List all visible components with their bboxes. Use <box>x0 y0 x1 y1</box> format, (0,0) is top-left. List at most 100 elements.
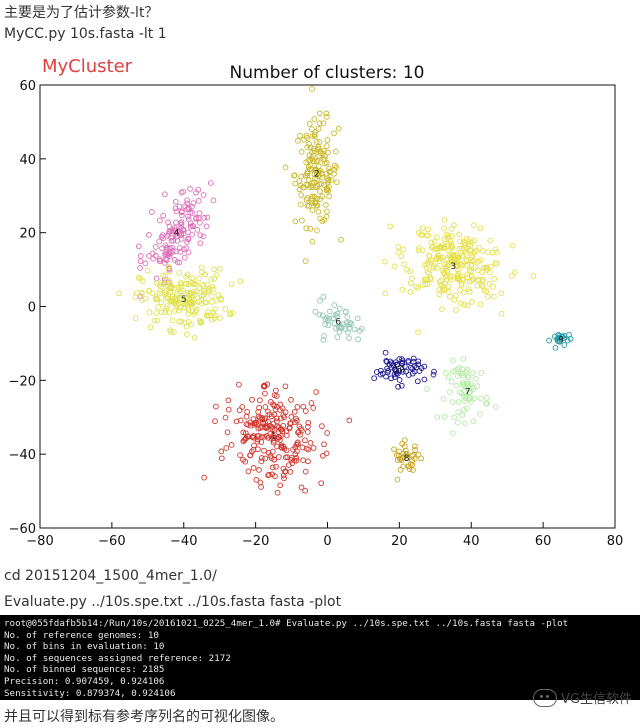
scatter-point-cluster-5 <box>157 287 164 294</box>
scatter-point-cluster-1 <box>224 429 231 436</box>
scatter-point-cluster-5 <box>152 294 159 300</box>
scatter-point-cluster-1 <box>292 419 298 426</box>
scatter-point-cluster-2 <box>312 167 319 173</box>
scatter-point-cluster-10 <box>392 374 398 380</box>
scatter-point-cluster-1 <box>241 437 248 443</box>
scatter-point-cluster-5 <box>215 291 222 298</box>
scatter-point-cluster-1 <box>284 454 291 460</box>
scatter-point-cluster-6 <box>346 335 352 342</box>
scatter-points <box>116 86 574 496</box>
scatter-point-cluster-2 <box>315 125 322 132</box>
scatter-point-cluster-1 <box>258 484 264 490</box>
scatter-point-cluster-3 <box>382 290 389 297</box>
scatter-point-cluster-5 <box>176 318 182 325</box>
scatter-point-cluster-1 <box>256 404 263 411</box>
scatter-point-cluster-4 <box>185 249 192 256</box>
scatter-point-cluster-5 <box>155 304 162 310</box>
scatter-point-cluster-5 <box>203 281 210 288</box>
scatter-point-cluster-3 <box>509 242 516 249</box>
scatter-point-cluster-2 <box>309 126 315 132</box>
scatter-point-cluster-7 <box>464 405 470 412</box>
scatter-point-cluster-3 <box>468 268 474 275</box>
scatter-point-cluster-5 <box>216 265 223 272</box>
scatter-point-cluster-7 <box>443 370 449 376</box>
scatter-point-cluster-6 <box>336 305 343 312</box>
scatter-point-cluster-7 <box>449 357 456 364</box>
scatter-point-cluster-1 <box>245 434 252 440</box>
scatter-point-cluster-2 <box>312 129 319 135</box>
scatter-point-cluster-3 <box>440 254 447 261</box>
scatter-point-cluster-4 <box>187 185 193 192</box>
scatter-point-cluster-5 <box>166 309 172 316</box>
scatter-point-cluster-5 <box>164 303 171 309</box>
scatter-point-cluster-4 <box>196 210 203 217</box>
scatter-point-cluster-10 <box>399 360 406 367</box>
scatter-point-cluster-1 <box>255 446 261 453</box>
scatter-point-cluster-5 <box>210 309 217 316</box>
scatter-point-cluster-4 <box>179 212 185 219</box>
wechat-watermark: VG生信软件 <box>533 688 632 707</box>
scatter-point-cluster-10 <box>398 382 405 389</box>
scatter-point-cluster-2 <box>291 172 297 179</box>
scatter-point-cluster-3 <box>436 255 442 262</box>
scatter-point-cluster-2 <box>307 225 314 232</box>
scatter-point-cluster-5 <box>191 311 198 317</box>
scatter-point-cluster-7 <box>461 407 467 413</box>
scatter-point-cluster-5 <box>208 293 215 299</box>
scatter-point-cluster-3 <box>455 267 461 273</box>
scatter-point-cluster-1 <box>302 408 309 414</box>
scatter-point-cluster-7 <box>478 370 485 376</box>
scatter-point-cluster-2 <box>327 168 333 175</box>
scatter-point-cluster-9 <box>556 338 563 345</box>
scatter-point-cluster-6 <box>319 312 326 319</box>
cluster-label-9: 9 <box>558 336 564 346</box>
scatter-point-cluster-5 <box>237 278 244 285</box>
scatter-point-cluster-5 <box>194 288 200 295</box>
command-line-mycc: MyCC.py 10s.fasta -lt 1 <box>4 26 167 42</box>
scatter-point-cluster-4 <box>185 213 191 220</box>
scatter-point-cluster-1 <box>218 455 225 462</box>
scatter-point-cluster-3 <box>486 281 493 287</box>
scatter-point-cluster-1 <box>260 383 267 390</box>
scatter-point-cluster-2 <box>302 258 309 265</box>
scatter-point-cluster-1 <box>253 477 260 483</box>
scatter-point-cluster-7 <box>449 368 456 375</box>
scatter-point-cluster-1 <box>269 448 276 455</box>
scatter-point-cluster-3 <box>436 287 442 293</box>
scatter-point-cluster-3 <box>480 276 486 283</box>
scatter-point-cluster-10 <box>371 375 378 382</box>
y-tick-label: 20 <box>19 227 36 242</box>
scatter-point-cluster-3 <box>456 231 463 238</box>
x-tick-label: 60 <box>535 534 552 549</box>
scatter-point-cluster-5 <box>164 295 171 302</box>
scatter-point-cluster-5 <box>217 315 223 321</box>
scatter-point-cluster-6 <box>343 308 349 315</box>
scatter-point-cluster-2 <box>300 184 307 191</box>
scatter-point-cluster-5 <box>166 268 172 274</box>
scatter-point-cluster-2 <box>316 110 323 117</box>
scatter-point-cluster-1 <box>304 429 311 435</box>
scatter-point-cluster-10 <box>393 361 400 368</box>
scatter-point-cluster-5 <box>190 288 197 295</box>
scatter-point-cluster-10 <box>378 367 384 374</box>
scatter-point-cluster-3 <box>463 256 470 263</box>
scatter-point-cluster-3 <box>391 263 398 270</box>
scatter-point-cluster-3 <box>409 275 415 282</box>
scatter-point-cluster-3 <box>458 282 465 289</box>
scatter-point-cluster-3 <box>447 293 453 300</box>
scatter-point-cluster-3 <box>458 245 465 252</box>
scatter-point-cluster-4 <box>184 239 190 245</box>
scatter-point-cluster-3 <box>395 249 402 256</box>
scatter-point-cluster-3 <box>382 258 388 265</box>
scatter-point-cluster-2 <box>324 143 330 149</box>
scatter-point-cluster-6 <box>320 337 327 343</box>
scatter-point-cluster-3 <box>490 283 496 290</box>
scatter-point-cluster-3 <box>481 287 488 294</box>
scatter-point-cluster-1 <box>294 404 301 410</box>
scatter-point-cluster-2 <box>309 207 316 214</box>
scatter-point-cluster-2 <box>304 173 311 179</box>
scatter-point-cluster-2 <box>320 120 327 127</box>
scatter-point-cluster-4 <box>178 230 185 237</box>
scatter-point-cluster-3 <box>431 238 438 245</box>
scatter-point-cluster-5 <box>151 317 158 324</box>
